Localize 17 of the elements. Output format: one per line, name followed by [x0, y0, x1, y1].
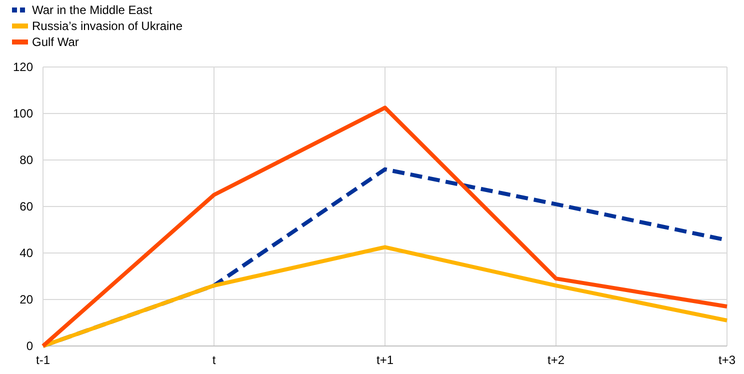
y-tick-label: 120 [12, 60, 34, 74]
legend-label: Russia’s invasion of Ukraine [32, 19, 183, 34]
x-tick-label: t [212, 353, 216, 367]
y-tick-label: 0 [26, 339, 34, 354]
y-tick-label: 40 [20, 246, 34, 260]
legend-label: War in the Middle East [32, 3, 153, 18]
line-series [41, 245, 729, 348]
x-tick-label: t+1 [376, 353, 394, 367]
x-tick-label: t-1 [36, 353, 50, 367]
y-tick-label: 20 [20, 292, 34, 307]
y-tick-label: 60 [20, 200, 34, 214]
y-tick-label: 100 [12, 106, 34, 121]
x-tick-label: t+3 [718, 353, 736, 367]
legend-label: Gulf War [32, 35, 79, 50]
y-tick-label: 80 [20, 153, 34, 168]
x-tick-label: t+2 [547, 353, 565, 367]
line-series [41, 106, 729, 348]
